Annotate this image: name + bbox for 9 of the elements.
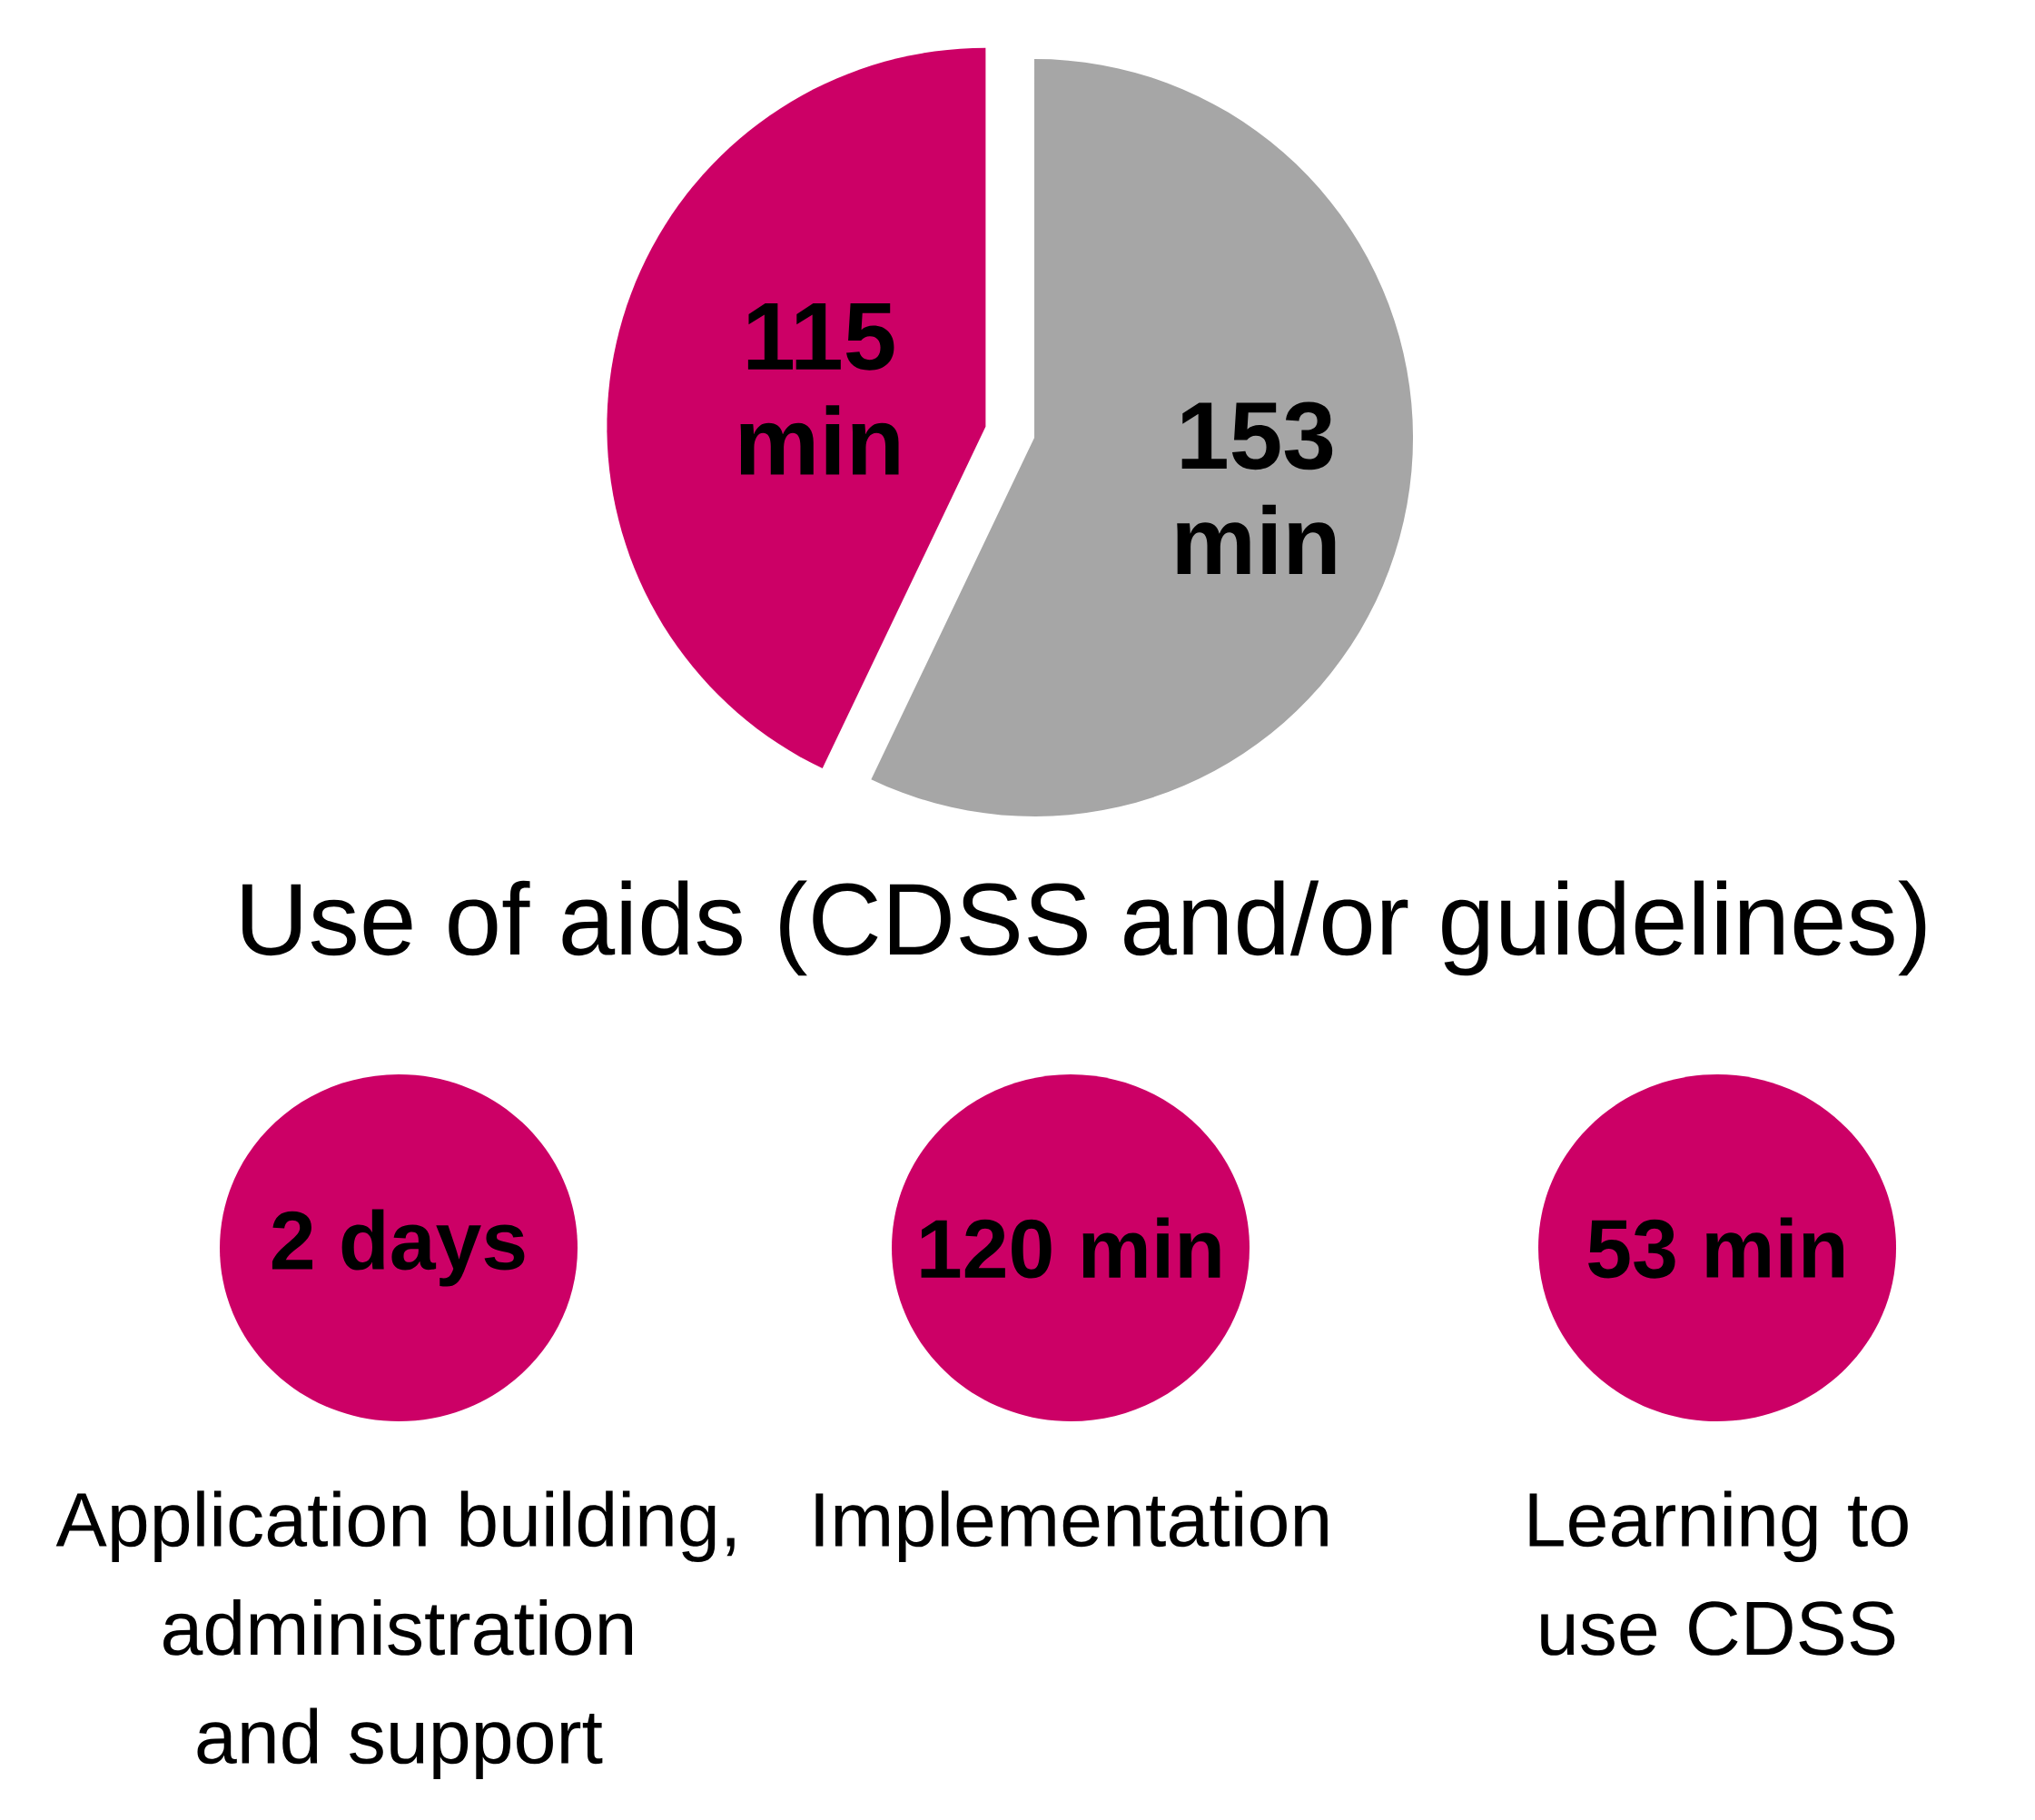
data-label: 115 min: [740, 303, 899, 475]
text: Use of aids (CDSS and/or guidelines): [242, 880, 1926, 976]
category-label: Implementation: [815, 1490, 1328, 1563]
text: 120 min: [921, 1217, 1220, 1279]
text: 2 days: [272, 1209, 525, 1287]
category-label: Learning to use CDSS: [1529, 1490, 1908, 1656]
category-label: Application building, administration and support: [55, 1490, 735, 1780]
data-label: 153 min: [1177, 401, 1336, 575]
text: 53 min: [1588, 1217, 1844, 1279]
